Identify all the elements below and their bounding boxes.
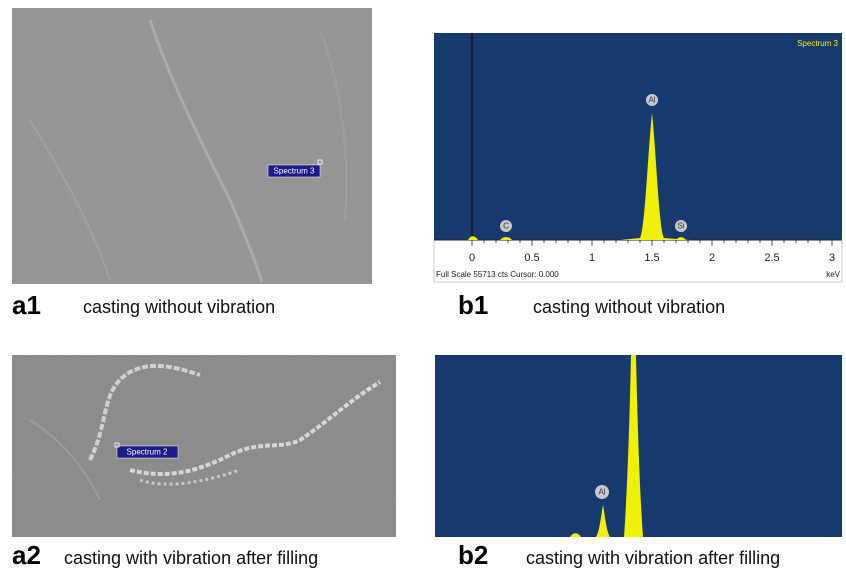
axis-unit: keV bbox=[826, 270, 840, 279]
spectrum-marker: Spectrum 3 bbox=[274, 167, 315, 176]
eds-spectrum-b1: Spectrum 3 C Al Si Full Scale 55713 cts … bbox=[433, 33, 843, 283]
x-tick-label: 3 bbox=[829, 252, 835, 264]
x-tick-label: 1.5 bbox=[644, 252, 659, 264]
peak-label: Al bbox=[598, 488, 605, 497]
panel-label: a1 bbox=[12, 290, 41, 320]
status-line: Full Scale 55713 cts Cursor: 0.000 bbox=[436, 270, 559, 279]
spectrum-title: Spectrum 3 bbox=[797, 39, 838, 48]
x-tick-label: 0.5 bbox=[524, 252, 539, 264]
peak-label: Si bbox=[677, 222, 684, 231]
x-tick-label: 2 bbox=[709, 252, 715, 264]
eds-spectrum-b2: Al bbox=[435, 355, 842, 537]
sem-image-a2: Spectrum 2 bbox=[12, 355, 396, 537]
peak-label: C bbox=[503, 222, 509, 231]
x-tick-label: 2.5 bbox=[764, 252, 779, 264]
panel-caption: casting with vibration after filling bbox=[64, 548, 318, 568]
x-tick-label: 1 bbox=[589, 252, 595, 264]
panel-label: b2 bbox=[458, 540, 488, 570]
spectrum-marker: Spectrum 2 bbox=[127, 448, 168, 457]
x-tick-label: 0 bbox=[469, 252, 475, 264]
peak-label: Al bbox=[648, 96, 655, 105]
panel-label: b1 bbox=[458, 290, 488, 320]
sem-image-a1: Spectrum 3 bbox=[12, 8, 372, 284]
panel-label: a2 bbox=[12, 540, 41, 570]
panel-caption: casting without vibration bbox=[533, 297, 725, 317]
panel-caption: casting with vibration after filling bbox=[526, 548, 780, 568]
panel-caption: casting without vibration bbox=[83, 297, 275, 317]
